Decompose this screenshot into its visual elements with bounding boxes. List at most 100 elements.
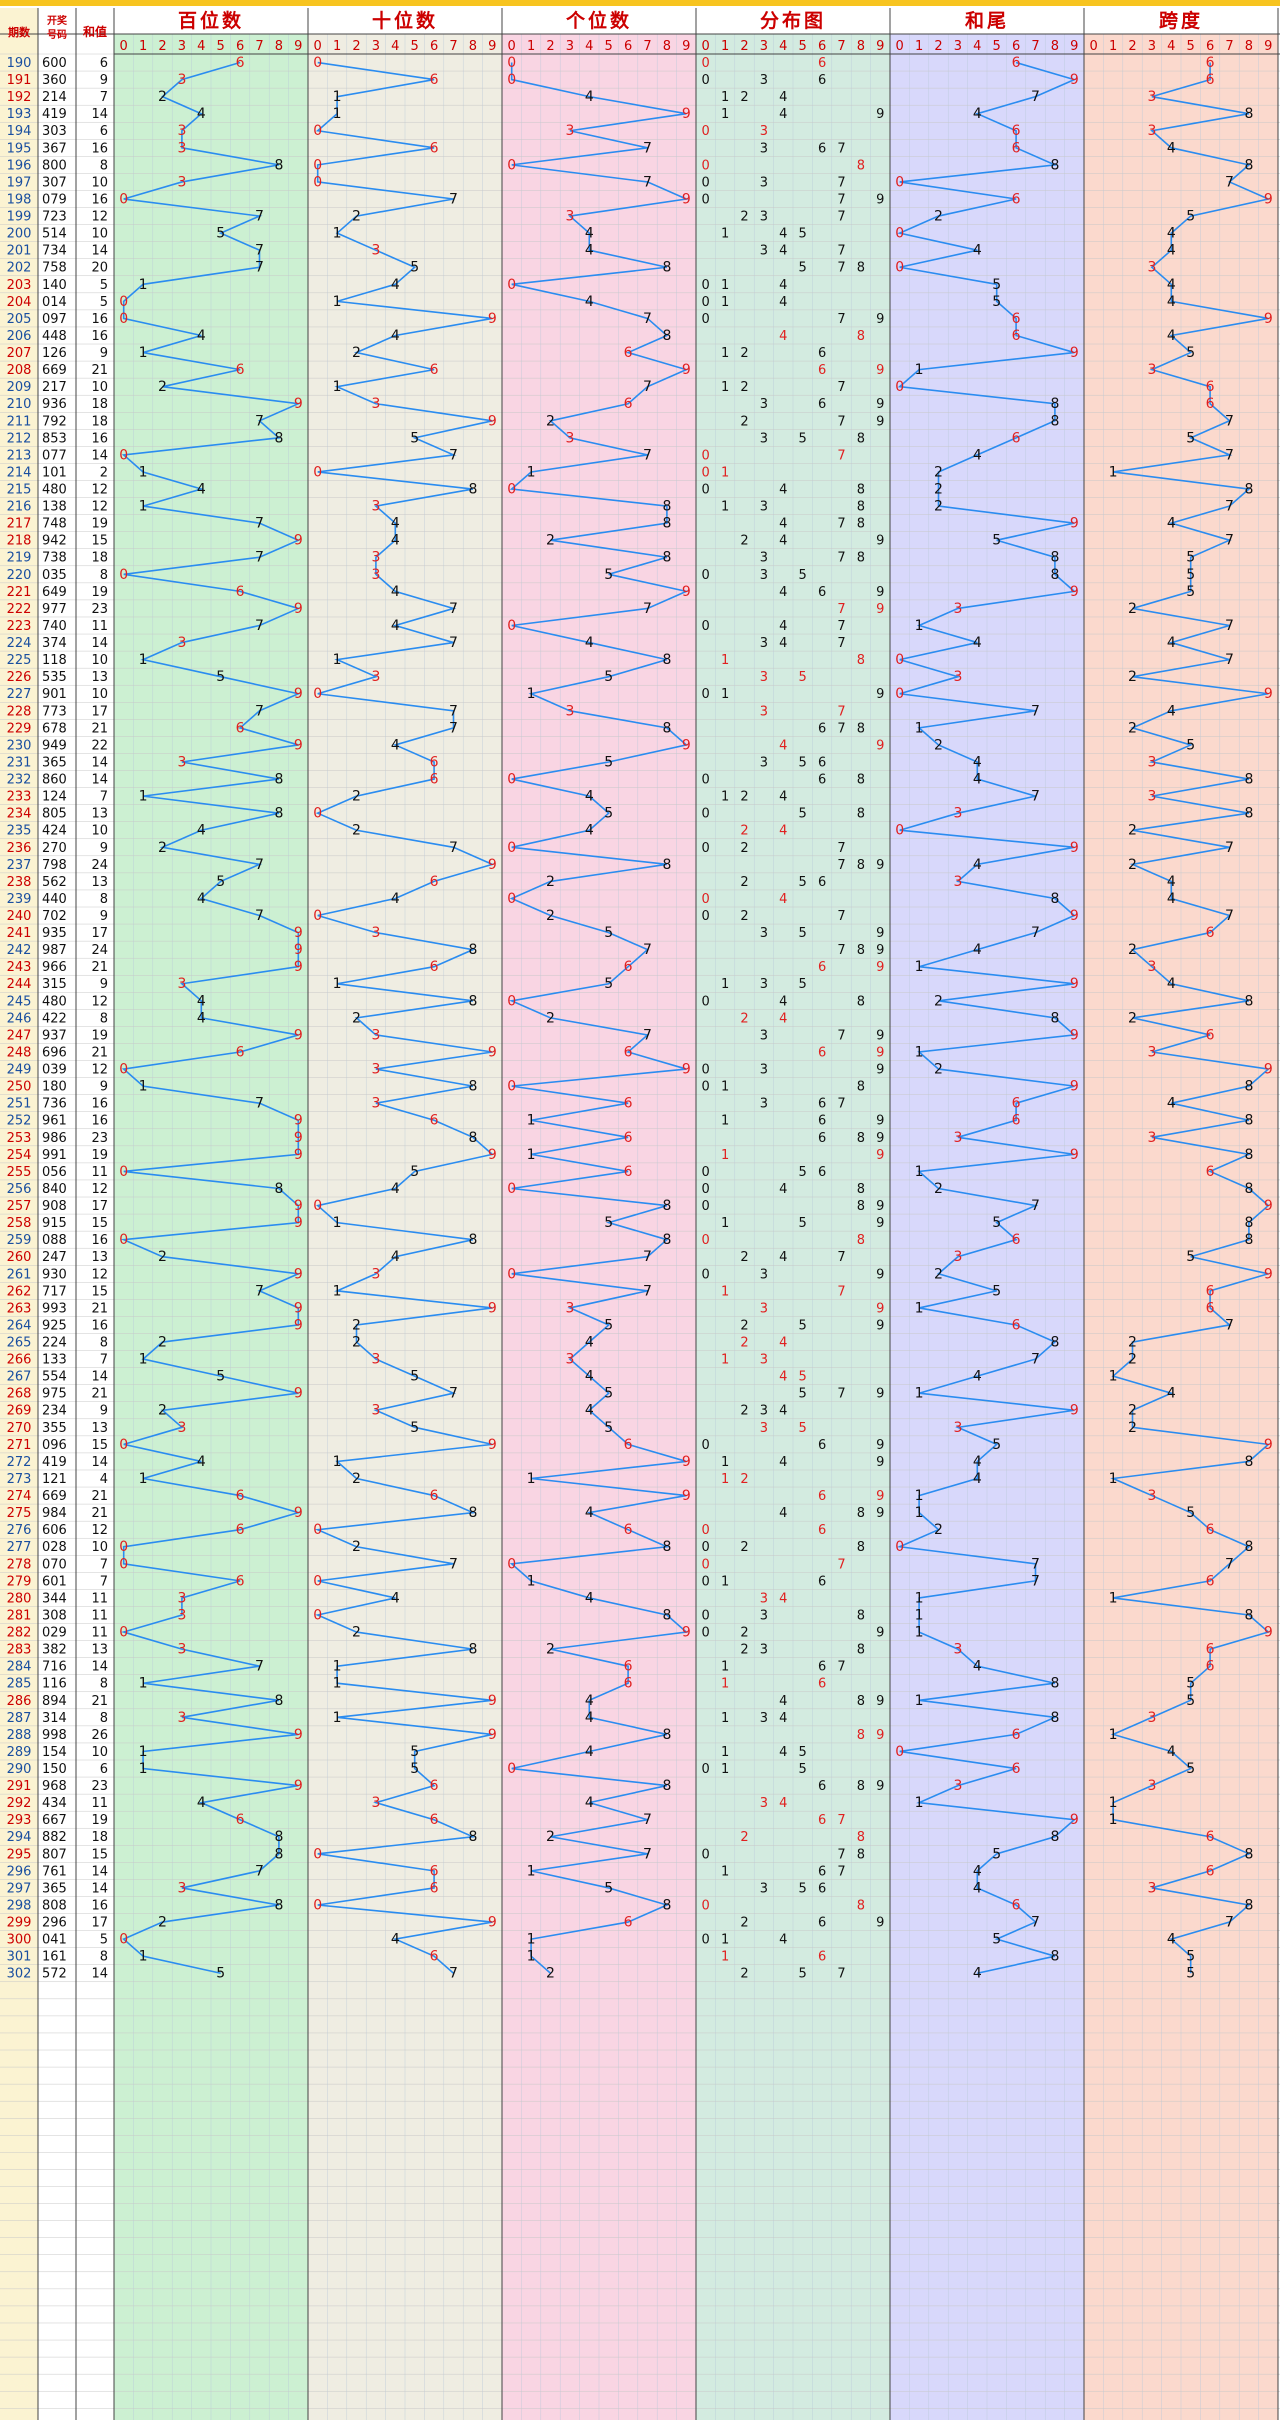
point-span: 5 — [1186, 345, 1195, 361]
distribution-digit: 7 — [837, 1250, 845, 1265]
sum-value: 17 — [91, 926, 108, 941]
distribution-digit: 6 — [818, 1916, 826, 1931]
distribution-digit: 0 — [702, 465, 710, 480]
distribution-digit: 8 — [857, 721, 865, 736]
point-span: 2 — [1128, 1420, 1137, 1436]
point-tens: 2 — [352, 209, 361, 225]
point-sum_tail: 2 — [934, 1062, 943, 1078]
point-span: 4 — [1167, 226, 1176, 242]
distribution-digit: 5 — [799, 1216, 807, 1231]
point-sum_tail: 4 — [973, 1454, 982, 1470]
point-units: 9 — [682, 584, 691, 600]
distribution-digit: 9 — [876, 1199, 884, 1214]
distribution-digit: 9 — [876, 1489, 884, 1504]
period-label: 293 — [7, 1813, 32, 1828]
draw-number: 975 — [42, 1387, 67, 1402]
point-sum_tail: 1 — [915, 1505, 924, 1521]
point-span: 6 — [1206, 1027, 1215, 1043]
point-hundreds: 3 — [177, 1880, 186, 1896]
point-tens: 3 — [371, 1027, 380, 1043]
period-label: 199 — [7, 210, 32, 225]
distribution-digit: 9 — [876, 738, 884, 753]
point-hundreds: 0 — [119, 447, 128, 463]
point-sum_tail: 2 — [934, 1181, 943, 1197]
point-tens: 1 — [333, 652, 342, 668]
sum-value: 9 — [100, 346, 108, 361]
point-units: 4 — [585, 294, 594, 310]
point-units: 7 — [643, 601, 652, 617]
distribution-digit: 1 — [721, 790, 729, 805]
sum-value: 7 — [100, 790, 108, 805]
point-hundreds: 3 — [177, 1607, 186, 1623]
period-label: 209 — [7, 380, 32, 395]
sum-value: 11 — [91, 1796, 108, 1811]
period-label: 248 — [7, 1045, 32, 1060]
point-sum_tail: 6 — [1012, 430, 1021, 446]
digit-label-tens: 2 — [352, 39, 360, 54]
period-label: 238 — [7, 875, 32, 890]
period-label: 195 — [7, 141, 32, 156]
draw-number: 365 — [42, 1881, 67, 1896]
distribution-digit: 5 — [799, 1421, 807, 1436]
point-sum_tail: 1 — [915, 1693, 924, 1709]
draw-number: 077 — [42, 448, 67, 463]
distribution-digit: 0 — [702, 909, 710, 924]
point-units: 3 — [565, 209, 574, 225]
period-label: 256 — [7, 1182, 32, 1197]
distribution-digit: 8 — [857, 158, 865, 173]
distribution-digit: 0 — [702, 483, 710, 498]
distribution-digit: 6 — [818, 1779, 826, 1794]
sum-value: 19 — [91, 1028, 108, 1043]
distribution-digit: 4 — [779, 1182, 787, 1197]
draw-number: 800 — [42, 158, 67, 173]
point-sum_tail: 7 — [1031, 1198, 1040, 1214]
point-units: 8 — [662, 499, 671, 515]
digit-label-units: 7 — [643, 39, 651, 54]
point-units: 2 — [546, 1966, 555, 1982]
distribution-digit: 8 — [857, 1131, 865, 1146]
point-tens: 9 — [488, 1693, 497, 1709]
period-label: 267 — [7, 1370, 32, 1385]
point-span: 4 — [1167, 635, 1176, 651]
distribution-digit: 1 — [721, 1148, 729, 1163]
point-span: 5 — [1186, 209, 1195, 225]
point-sum_tail: 6 — [1012, 1317, 1021, 1333]
point-hundreds: 6 — [236, 1573, 245, 1589]
point-span: 4 — [1167, 294, 1176, 310]
point-span: 1 — [1109, 464, 1118, 480]
header-units: 个位数 — [565, 9, 632, 32]
point-span: 9 — [1264, 311, 1273, 327]
digit-label-sum_tail: 0 — [896, 39, 904, 54]
point-tens: 1 — [333, 1283, 342, 1299]
period-label: 229 — [7, 721, 32, 736]
point-units: 7 — [643, 1283, 652, 1299]
draw-number: 807 — [42, 1847, 67, 1862]
point-units: 1 — [527, 1113, 536, 1129]
distribution-digit: 7 — [837, 1028, 845, 1043]
point-tens: 0 — [313, 1522, 322, 1538]
distribution-digit: 2 — [740, 1250, 748, 1265]
draw-number: 140 — [42, 278, 67, 293]
point-span: 9 — [1264, 1625, 1273, 1641]
draw-number: 942 — [42, 534, 67, 549]
sum-value: 8 — [100, 158, 108, 173]
digit-label-hundreds: 8 — [275, 39, 283, 54]
point-sum_tail: 1 — [915, 1607, 924, 1623]
distribution-digit: 0 — [702, 892, 710, 907]
point-sum_tail: 1 — [915, 1044, 924, 1060]
point-span: 4 — [1167, 1932, 1176, 1948]
draw-number: 977 — [42, 602, 67, 617]
trend-line-span — [1110, 62, 1271, 1974]
point-units: 4 — [585, 1403, 594, 1419]
distribution-digit: 4 — [779, 1370, 787, 1385]
point-tens: 7 — [449, 635, 458, 651]
digit-label-units: 3 — [566, 39, 574, 54]
point-sum_tail: 6 — [1012, 123, 1021, 139]
point-hundreds: 7 — [255, 516, 264, 532]
point-sum_tail: 3 — [953, 874, 962, 890]
point-tens: 0 — [313, 686, 322, 702]
digit-label-sum_tail: 2 — [934, 39, 942, 54]
point-sum_tail: 3 — [953, 806, 962, 822]
distribution-digit: 7 — [837, 1284, 845, 1299]
distribution-digit: 6 — [818, 363, 826, 378]
